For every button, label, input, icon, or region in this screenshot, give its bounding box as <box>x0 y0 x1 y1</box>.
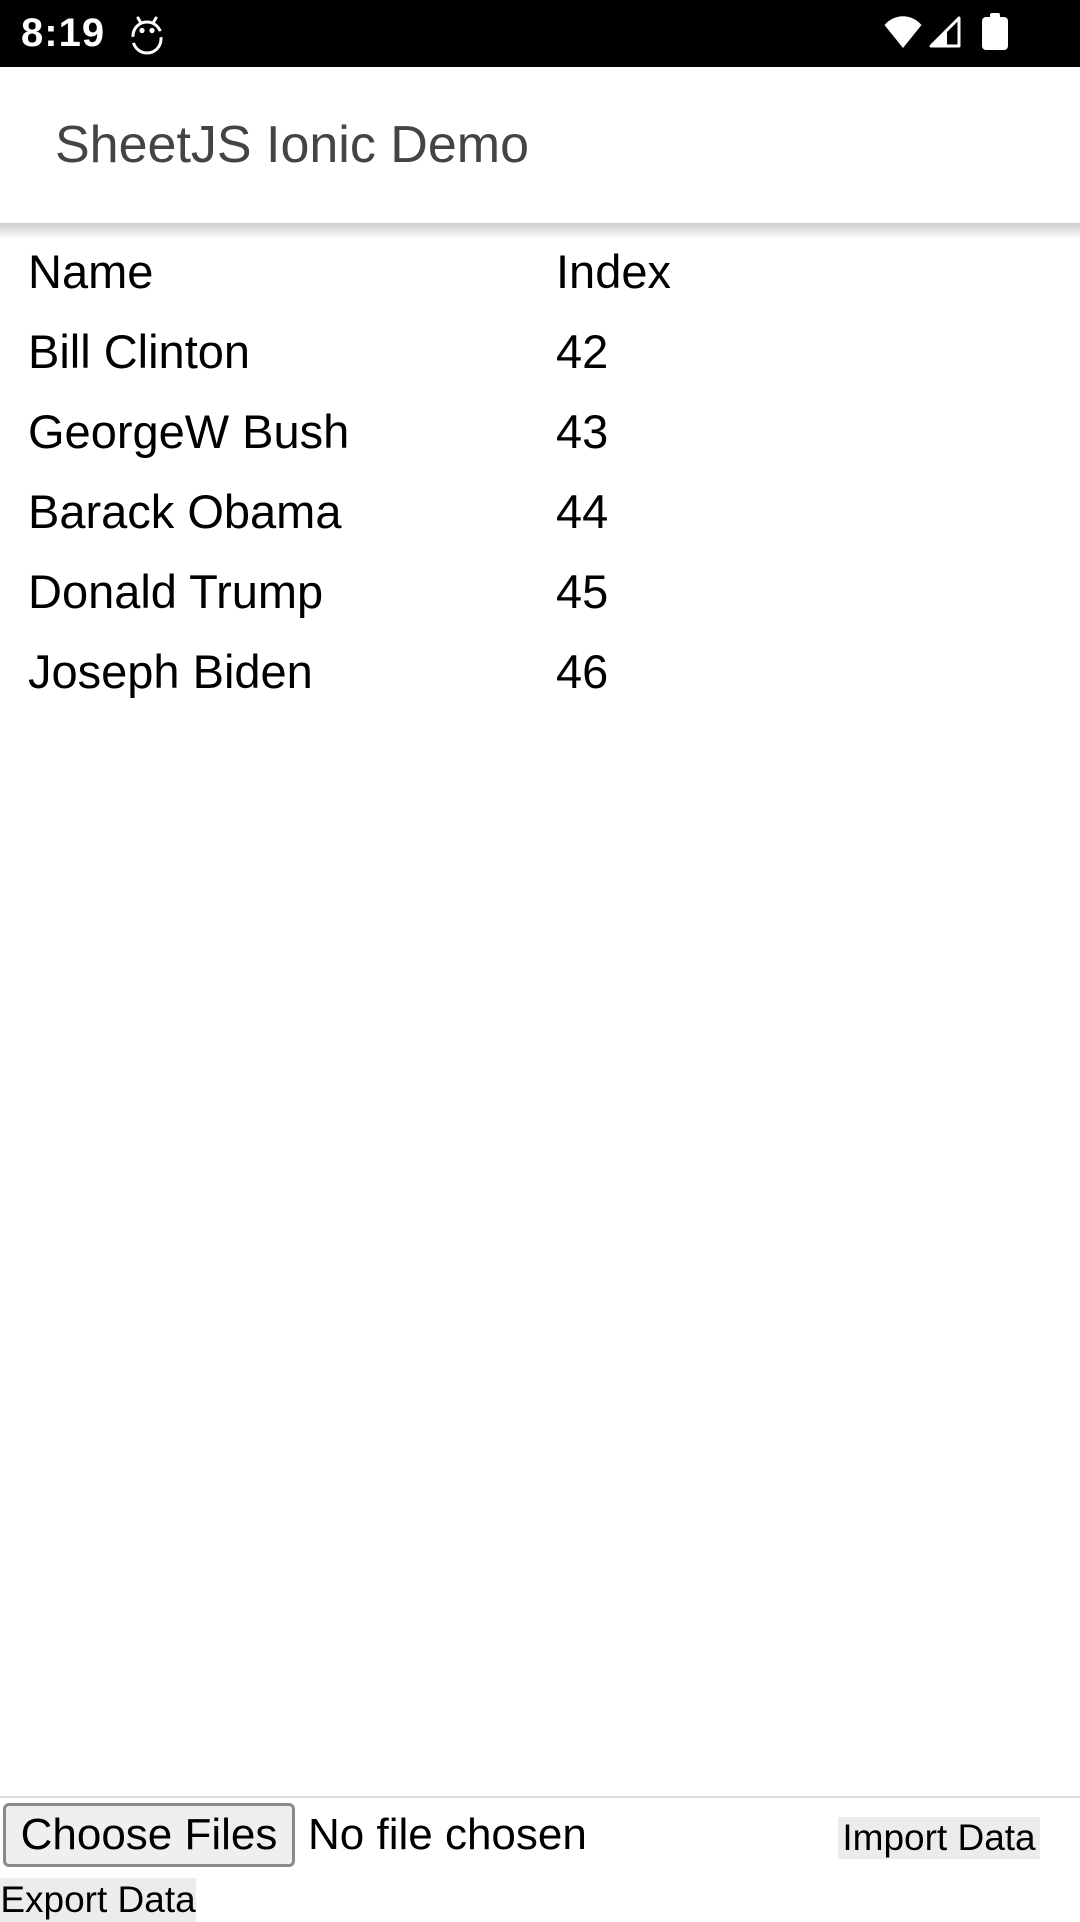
usb-debugging-icon <box>128 16 166 55</box>
file-chosen-status: No file chosen <box>308 1810 587 1859</box>
table-row: Bill Clinton 42 <box>0 311 1080 391</box>
cell-name: GeorgeW Bush <box>28 404 350 458</box>
battery-icon <box>982 13 1008 50</box>
cell-name: Donald Trump <box>28 564 324 618</box>
choose-files-button[interactable]: Choose Files <box>3 1803 295 1867</box>
table-header-row: Name Index <box>0 231 1080 311</box>
table-row: Joseph Biden 46 <box>0 631 1080 711</box>
column-header-index: Index <box>556 244 671 298</box>
cell-index: 42 <box>556 324 609 378</box>
status-bar-clock: 8:19 <box>21 11 106 55</box>
cell-index: 44 <box>556 484 609 538</box>
cellular-signal-icon <box>929 16 961 48</box>
import-data-button[interactable]: Import Data <box>838 1817 1040 1859</box>
app-toolbar: SheetJS Ionic Demo <box>0 67 1080 223</box>
footer-divider <box>0 1796 1080 1798</box>
cell-name: Barack Obama <box>28 484 342 538</box>
column-header-name: Name <box>28 244 154 298</box>
presidents-table: Name Index Bill Clinton 42 GeorgeW Bush … <box>0 231 1080 711</box>
cell-index: 45 <box>556 564 609 618</box>
table-row: Barack Obama 44 <box>0 471 1080 551</box>
table-row: GeorgeW Bush 43 <box>0 391 1080 471</box>
cell-index: 46 <box>556 644 609 698</box>
page-title: SheetJS Ionic Demo <box>55 116 530 174</box>
table-row: Donald Trump 45 <box>0 551 1080 631</box>
cell-index: 43 <box>556 404 609 458</box>
wifi-icon <box>884 16 922 48</box>
export-data-button[interactable]: Export Data <box>0 1878 196 1922</box>
cell-name: Joseph Biden <box>28 644 313 698</box>
status-bar: 8:19 <box>0 0 1080 67</box>
cell-name: Bill Clinton <box>28 324 251 378</box>
